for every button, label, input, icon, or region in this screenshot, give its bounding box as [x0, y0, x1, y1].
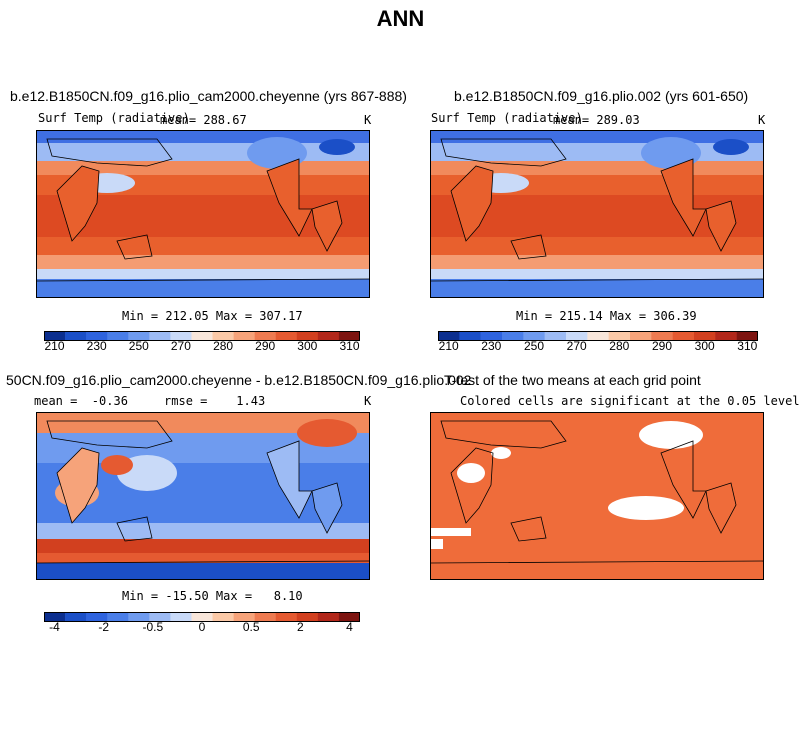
panel3-colorbar — [44, 609, 361, 622]
colorbar-swatch — [254, 331, 277, 341]
panel3-units: K — [364, 394, 372, 408]
colorbar-swatch — [128, 612, 150, 622]
colorbar-border — [438, 331, 758, 341]
colorbar-swatches — [44, 612, 361, 622]
colorbar-swatch — [65, 612, 87, 622]
colorbar-swatch — [233, 331, 255, 341]
colorbar-swatch — [338, 331, 361, 341]
colorbar-tick-label: 210 — [44, 339, 65, 353]
panel3-minmax: Min = -15.50 Max = 8.10 — [122, 589, 303, 603]
colorbar-swatch — [317, 612, 340, 622]
colorbar-swatch — [694, 331, 716, 341]
colorbar-tick-label: 230 — [481, 339, 502, 353]
colorbar-swatch — [275, 331, 298, 341]
panel2-units: K — [758, 113, 766, 127]
panel1-title: b.e12.B1850CN.f09_g16.plio_cam2000.cheye… — [10, 88, 407, 104]
colorbar-tick-label: 4 — [346, 620, 353, 634]
colorbar-swatch — [128, 331, 150, 341]
colorbar-swatch — [149, 612, 171, 622]
colorbar-swatch — [170, 612, 192, 622]
colorbar-swatch — [296, 612, 319, 622]
colorbar-tick-label: 310 — [737, 339, 758, 353]
colorbar-swatch — [438, 331, 460, 341]
colorbar-swatch — [651, 331, 673, 341]
colorbar-tick-label: 280 — [609, 339, 630, 353]
colorbar-swatch — [338, 612, 361, 622]
colorbar-swatch — [275, 612, 298, 622]
colorbar-swatch — [212, 612, 234, 622]
colorbar-swatch — [459, 331, 481, 341]
colorbar-tick-label: 250 — [523, 339, 545, 353]
colorbar-swatch — [736, 331, 759, 341]
colorbar-tick-label: 270 — [170, 339, 191, 353]
colorbar-swatch — [502, 331, 524, 341]
panel2-variable-label: Surf Temp (radiative) — [431, 111, 583, 125]
colorbar-border — [44, 612, 360, 622]
colorbar-border — [44, 331, 360, 341]
panel2-stats: Min = 215.14 Max = 306.39 — [516, 309, 697, 323]
panel4-title: T-test of the two means at each grid poi… — [444, 372, 701, 388]
colorbar-swatch — [44, 612, 66, 622]
panel2-mean: mean= 289.03 — [553, 113, 640, 127]
colorbar-tick-label: 290 — [651, 339, 673, 353]
colorbar-swatch — [107, 331, 129, 341]
colorbar-tick-label: 0 — [198, 620, 206, 634]
colorbar-swatch — [296, 331, 319, 341]
colorbar-swatch — [191, 331, 213, 341]
colorbar-tick-label: 310 — [339, 339, 360, 353]
colorbar-tick-label: 2 — [296, 620, 304, 634]
panel3-stats-label: mean = -0.36 rmse = 1.43 — [34, 394, 266, 408]
panel1-mean: mean= 288.67 — [160, 113, 247, 127]
colorbar-swatch — [44, 331, 66, 341]
colorbar-tick-label: 250 — [128, 339, 149, 353]
colorbar-swatches — [438, 331, 759, 341]
colorbar-tick-label: 0.5 — [242, 620, 260, 634]
panel2-title: b.e12.B1850CN.f09_g16.plio.002 (yrs 601-… — [454, 88, 749, 104]
colorbar-swatch — [170, 331, 192, 341]
colorbar-tick-label: 230 — [86, 339, 107, 353]
panel1-variable-label: Surf Temp (radiative) — [38, 111, 190, 125]
panel3-title: 50CN.f09_g16.plio_cam2000.cheyenne - b.e… — [6, 372, 472, 388]
map-background — [431, 413, 763, 579]
panel4-map — [430, 412, 764, 580]
panel2-map — [430, 130, 764, 298]
panel4-subtitle: Colored cells are significant at the 0.0… — [460, 394, 800, 408]
panel3-map — [36, 412, 370, 580]
colorbar-tick-label: -0.5 — [142, 620, 164, 634]
colorbar-swatch — [608, 331, 631, 341]
page-title: ANN — [376, 6, 425, 31]
colorbar-tick-label: 300 — [297, 339, 318, 353]
colorbar-swatch — [149, 331, 171, 341]
colorbar-swatch — [254, 612, 277, 622]
colorbar-swatch — [587, 331, 609, 341]
colorbar-swatch — [672, 331, 695, 341]
colorbar-swatch — [630, 331, 652, 341]
colorbar-swatch — [317, 331, 340, 341]
panel1-stats: Min = 212.05 Max = 307.17 — [122, 309, 303, 323]
colorbar-swatch — [566, 331, 588, 341]
colorbar-swatch — [715, 331, 737, 341]
colorbar-swatch — [86, 331, 108, 341]
colorbar-swatches — [44, 331, 361, 341]
colorbar-tick-label: 290 — [255, 339, 276, 353]
colorbar-swatch — [107, 612, 129, 622]
colorbar-tick-label: 270 — [566, 339, 587, 353]
colorbar-swatch — [523, 331, 545, 341]
colorbar-tick-label: 300 — [694, 339, 715, 353]
colorbar-tick-label: -4 — [49, 620, 60, 634]
colorbar-swatch — [65, 331, 87, 341]
panel1-units: K — [364, 113, 372, 127]
colorbar-tick-label: 210 — [438, 339, 459, 353]
colorbar-swatch — [480, 331, 503, 341]
panel1-colorbar — [44, 328, 361, 341]
colorbar-tick-label: -2 — [98, 620, 110, 634]
colorbar-swatch — [544, 331, 567, 341]
colorbar-tick-label: 280 — [213, 339, 234, 353]
colorbar-swatch — [233, 612, 255, 622]
colorbar-swatch — [212, 331, 234, 341]
colorbar-swatch — [86, 612, 108, 622]
colorbar-swatch — [191, 612, 213, 622]
panel2-colorbar — [438, 328, 759, 341]
panel1-map — [36, 130, 370, 298]
